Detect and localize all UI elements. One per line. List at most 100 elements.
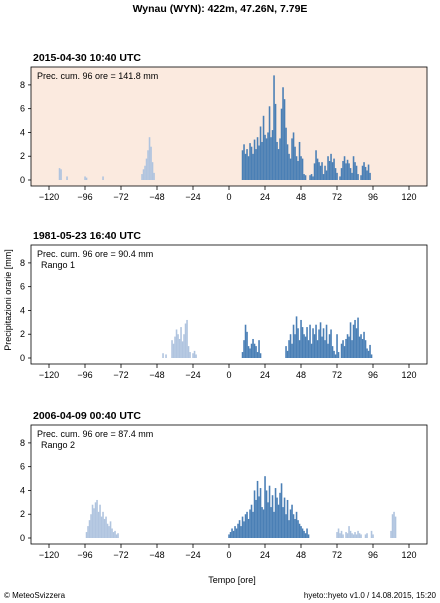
precip-bar [334,168,337,180]
precip-bar [312,176,314,180]
precip-bar [303,174,305,180]
precip-bar [354,319,356,358]
precip-bar [348,163,350,180]
precip-bar [327,343,329,358]
precip-bar [357,530,359,538]
precip-bar [364,166,367,180]
precip-bar [340,343,343,358]
footer-copyright: © MeteoSvizzera [4,591,66,600]
precip-bar [232,530,235,538]
precip-bar [316,340,319,358]
precip-bar [354,532,356,538]
precip-bar [360,534,362,538]
y-tick-label: 0 [20,533,25,543]
precip-bar [195,354,197,358]
precip-bar [271,130,274,180]
precip-bar [315,150,317,180]
x-tick-label: 72 [332,370,342,380]
precip-bar [294,146,296,180]
precip-bar [354,162,356,180]
precip-bar [315,324,317,358]
precip-bar [285,514,287,538]
precip-bar [288,153,290,180]
precip-bar [234,526,236,538]
panel-title: 2015-04-30 10:40 UTC [33,52,141,64]
precip-bar [268,106,271,180]
precip-bar [292,132,295,180]
precip-bar [294,334,296,358]
x-tick-label: 24 [260,550,270,560]
precip-bar [192,353,194,358]
precip-bar [267,502,269,538]
precip-bar [141,174,143,180]
precip-bar [298,523,301,538]
precip-bar [280,483,283,538]
precip-bar [102,176,104,180]
precip-bar [357,174,359,180]
precip-bar [172,343,175,358]
precip-bar [243,144,245,180]
precip-bar [393,511,395,538]
precip-bar [270,137,272,180]
precip-bar [340,530,343,538]
plot-background [31,67,427,186]
precip-bar [355,165,358,180]
precip-bar [241,516,244,538]
precip-bar [295,511,298,538]
precip-bar [325,170,328,180]
precip-bar [313,334,316,358]
precip-bar [247,156,250,180]
precip-bar [288,340,290,358]
precip-bar [337,528,340,538]
x-tick-label: −72 [113,192,128,202]
precip-bar [361,338,364,358]
precip-bar [340,168,343,180]
precip-bar [184,323,187,358]
panels: 2015-04-30 10:40 UTC Prec. cum. 96 ore = … [20,52,428,560]
x-tick-label: 72 [332,550,342,560]
precip-bar [270,507,272,538]
precip-bar [363,162,365,180]
precip-bar [295,156,298,180]
precip-bar [366,348,368,358]
precip-bar [343,346,346,358]
precip-bar [334,354,337,358]
precip-bar [94,502,97,538]
precip-bar [249,348,251,358]
precip-bar [243,340,245,358]
precip-bar [259,488,262,538]
precip-bar [97,511,100,538]
precip-bar [318,329,320,358]
precip-bar [300,156,302,180]
precip-bar [339,533,341,538]
precip-bar [144,165,146,180]
precip-bar [279,138,281,180]
precip-bar [186,319,188,358]
precip-bar [283,99,286,180]
precip-bar [147,150,149,180]
precip-bar [348,526,350,538]
precip-bar [307,340,310,358]
precip-bar [352,534,355,538]
precip-bar [319,322,322,358]
cumulative-annotation: Prec. cum. 96 ore = 87.4 mm [37,429,153,439]
footer-version: hyeto::hyeto v1.0 / 14.08.2015, 15:20 [304,591,437,600]
precip-bar [58,168,61,180]
precip-bar [301,528,304,538]
precip-bar [312,328,314,358]
x-tick-label: 120 [401,550,416,560]
precip-bar [250,343,253,358]
precip-bar [189,352,191,358]
precip-bar [291,138,293,180]
precip-bar [360,175,362,180]
x-tick-label: 48 [296,550,306,560]
precip-bar [357,317,359,358]
x-tick-label: −24 [185,192,200,202]
precip-bar [364,340,367,358]
panel-3: 2006-04-09 00:40 UTC Prec. cum. 96 ore = … [20,410,428,560]
precip-bar [105,516,107,538]
precip-bar [342,160,344,180]
precip-bar [244,514,247,538]
precip-bar [289,158,292,180]
x-tick-label: 0 [226,370,231,380]
